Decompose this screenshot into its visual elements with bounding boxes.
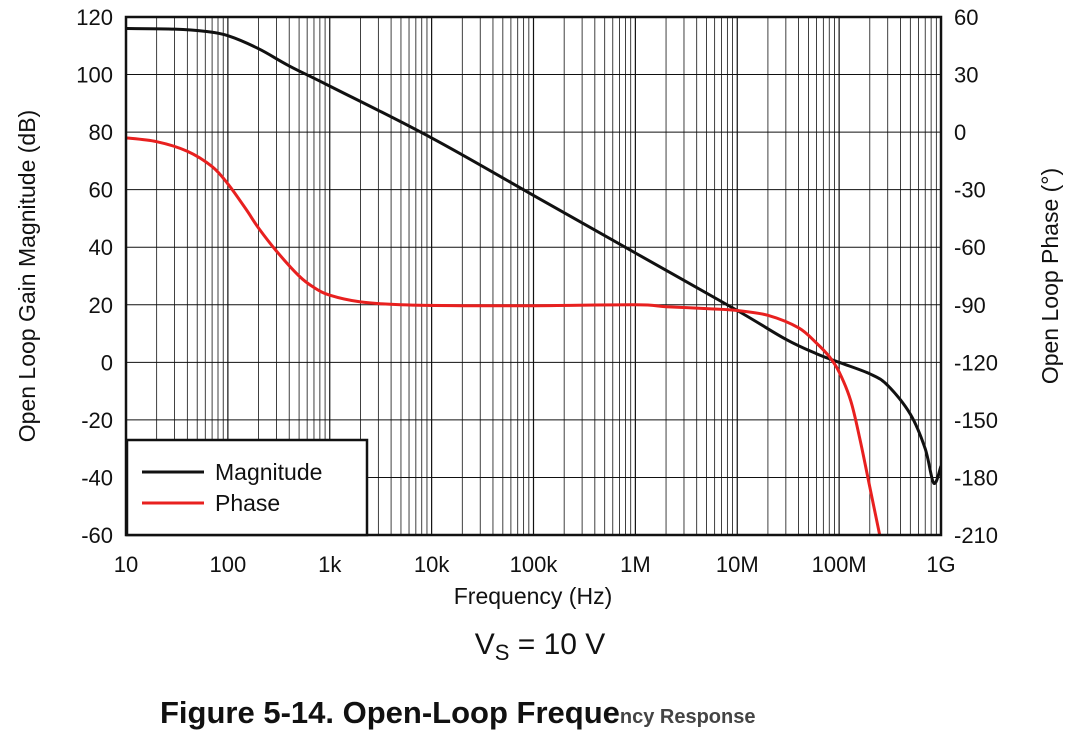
legend-label-phase: Phase: [215, 490, 280, 516]
y-right-tick-label: -90: [954, 293, 986, 318]
y-right-tick-label: 60: [954, 5, 978, 30]
tick-labels: 10 100 1k 10k 100k 1M 10M 100M 1G 120 100 80 60 40 20 0…: [76, 5, 998, 577]
conditions-suffix: = 10 V: [509, 628, 606, 661]
y-left-tick-label: 0: [101, 350, 113, 375]
x-tick-label: 1G: [926, 552, 955, 577]
y-left-tick-label: 120: [76, 5, 113, 30]
y-right-tick-label: -210: [954, 523, 998, 548]
caption-garbled-tail: ncy Response: [619, 706, 756, 728]
y-right-tick-label: -30: [954, 178, 986, 203]
x-tick-label: 10M: [716, 552, 759, 577]
x-tick-label: 1k: [318, 552, 342, 577]
series-line-magnitude: [126, 27, 941, 485]
open-loop-frequency-response-chart: 10 100 1k 10k 100k 1M 10M 100M 1G 120 100 80 60 40 20 0…: [14, 5, 1063, 609]
series-line-phase: [126, 136, 882, 535]
x-tick-label: 10k: [414, 552, 450, 577]
x-tick-label: 100: [210, 552, 247, 577]
x-tick-label: 100k: [510, 552, 559, 577]
y-left-tick-label: 40: [89, 235, 113, 260]
figure-caption: Figure 5-14. Open-Loop Frequency Respons…: [160, 695, 755, 731]
series-layer: [126, 27, 941, 535]
y-right-tick-label: -180: [954, 465, 998, 490]
test-conditions: VS = 10 V: [0, 628, 1080, 666]
x-tick-label: 1M: [620, 552, 651, 577]
y-axis-right-title: Open Loop Phase (°): [1037, 168, 1063, 384]
caption-main: Figure 5-14. Open-Loop Freque: [160, 695, 620, 730]
y-left-tick-label: 20: [89, 293, 113, 318]
y-right-tick-label: -120: [954, 350, 998, 375]
plot-frame: [124, 15, 943, 537]
y-right-tick-label: 0: [954, 120, 966, 145]
y-right-tick-label: 30: [954, 63, 978, 88]
y-left-tick-label: 80: [89, 120, 113, 145]
x-tick-label: 100M: [812, 552, 867, 577]
y-left-tick-label: -60: [81, 523, 113, 548]
legend: Magnitude Phase: [125, 438, 369, 537]
x-axis-title: Frequency (Hz): [454, 583, 612, 609]
y-left-tick-label: -20: [81, 408, 113, 433]
x-tick-label: 10: [114, 552, 138, 577]
conditions-prefix: V: [474, 628, 495, 661]
conditions-subscript: S: [494, 640, 510, 665]
legend-box: [125, 438, 369, 537]
y-left-tick-label: 60: [89, 178, 113, 203]
y-right-tick-label: -60: [954, 235, 986, 260]
y-axis-left-title: Open Loop Gain Magnitude (dB): [14, 110, 40, 442]
legend-label-magnitude: Magnitude: [215, 459, 322, 485]
y-right-tick-label: -150: [954, 408, 998, 433]
y-left-tick-label: -40: [81, 465, 113, 490]
y-left-tick-label: 100: [76, 63, 113, 88]
